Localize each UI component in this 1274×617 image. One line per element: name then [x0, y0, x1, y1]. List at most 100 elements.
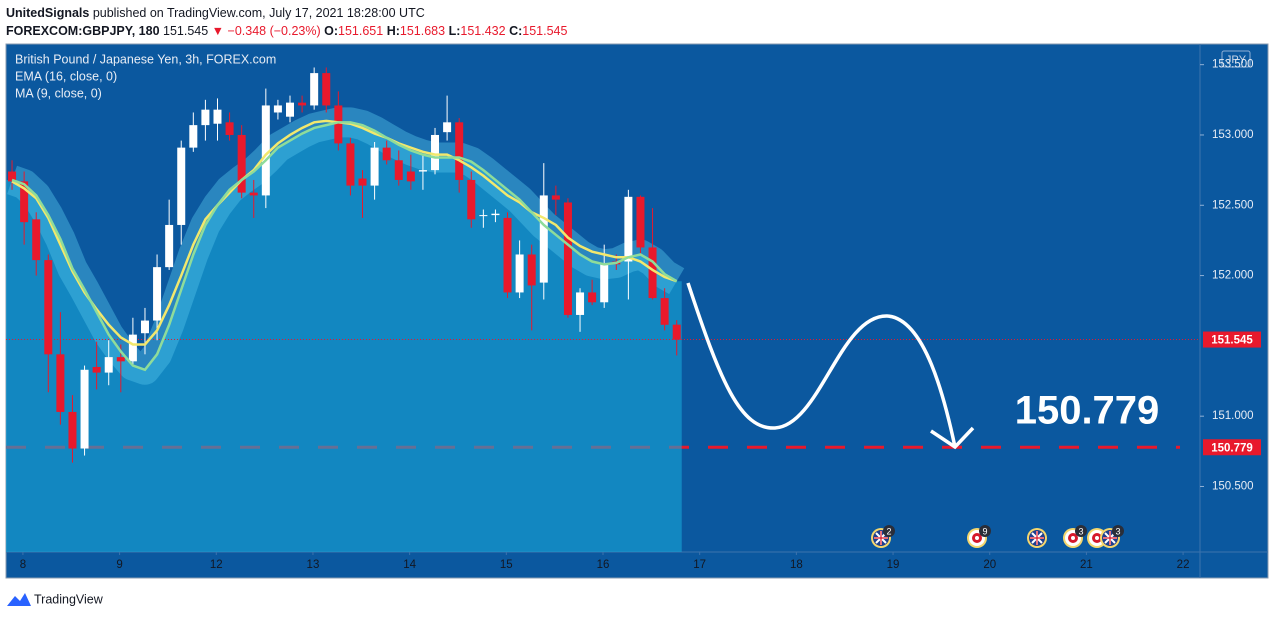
- h: 151.683: [399, 24, 446, 38]
- candle-body: [44, 260, 53, 355]
- x-tick-label: 14: [403, 559, 416, 571]
- candle-body: [527, 254, 536, 286]
- candle-body: [624, 196, 633, 262]
- price-tag-label: 150.779: [1211, 442, 1253, 454]
- candle-body: [515, 254, 524, 293]
- x-tick-label: 20: [983, 559, 996, 571]
- candle-body: [382, 147, 391, 161]
- candle-body: [104, 357, 113, 373]
- candle-body: [358, 178, 367, 186]
- candle-body: [237, 134, 246, 193]
- candle-body: [298, 102, 307, 106]
- candle-body: [165, 224, 174, 268]
- currency-badge: [1221, 50, 1251, 68]
- l: 151.432: [460, 24, 506, 38]
- header: UnitedSignals published on TradingView.c…: [6, 4, 567, 40]
- candle-body: [660, 298, 669, 325]
- event-flag-cross: [1103, 531, 1117, 545]
- candle-body: [80, 369, 89, 449]
- x-tick-label: 13: [307, 559, 320, 571]
- candle-body: [334, 105, 343, 144]
- candle-body: [273, 105, 282, 113]
- y-tick-label: 150.500: [1212, 481, 1254, 493]
- candle-body: [128, 334, 137, 362]
- candle-body: [140, 320, 149, 334]
- x-tick-label: 17: [693, 559, 706, 571]
- candle-body: [20, 181, 29, 223]
- c-label: C:: [509, 24, 523, 38]
- x-tick-label: 21: [1080, 559, 1093, 571]
- candle-body: [285, 102, 294, 117]
- last: 151.545: [163, 24, 209, 38]
- candle-body: [479, 215, 488, 217]
- y-tick-label: 152.500: [1212, 199, 1254, 211]
- candle-body: [225, 122, 234, 135]
- candle-body: [310, 73, 319, 106]
- event-count: 9: [982, 526, 987, 536]
- event-badge: [979, 525, 991, 537]
- candle-body: [576, 292, 585, 315]
- candle-body: [551, 195, 560, 200]
- arrow: ▼: [211, 24, 225, 38]
- event-badge: [1112, 525, 1124, 537]
- event-badge: [883, 525, 895, 537]
- candle-body: [56, 354, 65, 412]
- forecast-arrow: [686, 282, 957, 448]
- candle-body: [92, 366, 101, 373]
- x-tick-label: 12: [210, 559, 223, 571]
- event-flag-cross: [874, 531, 888, 545]
- candle-body: [322, 73, 331, 106]
- arrow-head: [930, 426, 975, 450]
- plot: [6, 67, 1200, 553]
- price-tag: [1203, 331, 1261, 348]
- band-fill: [6, 122, 682, 553]
- x-tick-label: 15: [500, 559, 513, 571]
- l-label: L:: [448, 24, 461, 38]
- candle-body: [394, 160, 403, 180]
- x-tick-label: 19: [887, 559, 900, 571]
- brand: TradingView: [34, 592, 104, 606]
- candle-body: [201, 109, 210, 126]
- published: published on TradingView.com, July 17, 2…: [92, 6, 425, 20]
- symbol: FOREXCOM:GBPJPY, 180: [6, 24, 160, 38]
- logo: [7, 593, 31, 606]
- candle-body: [346, 143, 355, 186]
- price-tag-label: 151.545: [1211, 335, 1253, 347]
- author: UnitedSignals: [6, 6, 90, 20]
- currency: JPY: [1226, 54, 1247, 66]
- candle-body: [503, 217, 512, 293]
- candle-body: [189, 125, 198, 148]
- candle-body: [431, 134, 440, 171]
- candle-body: [539, 195, 548, 283]
- y-tick-label: 153.000: [1212, 129, 1254, 141]
- candle-body: [455, 122, 464, 180]
- indicator-line: [11, 121, 678, 372]
- x-tick-label: 16: [597, 559, 610, 571]
- h-label: H:: [386, 24, 400, 38]
- chart-title: British Pound / Japanese Yen, 3h, FOREX.…: [15, 52, 276, 66]
- candle-body: [177, 147, 186, 225]
- candle-body: [370, 147, 379, 186]
- x-tick-label: 9: [116, 559, 122, 571]
- o: 151.651: [338, 24, 384, 38]
- candle-body: [153, 267, 162, 321]
- candle-body: [636, 196, 645, 248]
- candle-body: [491, 213, 500, 216]
- event-target: [1095, 536, 1099, 540]
- change: −0.348 (−0.23%): [227, 24, 321, 38]
- candle-body: [8, 171, 17, 182]
- y-tick-label: 153.500: [1212, 59, 1254, 71]
- candle-body: [68, 411, 77, 449]
- o-label: O:: [324, 24, 339, 38]
- c: 151.545: [522, 24, 568, 38]
- candle-body: [116, 357, 125, 362]
- event-count: 3: [1115, 526, 1120, 536]
- candle-body: [32, 219, 41, 261]
- candle-body: [600, 264, 609, 303]
- event-flag-cross: [1030, 531, 1044, 545]
- y-tick-label: 152.000: [1212, 270, 1254, 282]
- event-count: 2: [886, 526, 891, 536]
- candle-body: [648, 247, 657, 299]
